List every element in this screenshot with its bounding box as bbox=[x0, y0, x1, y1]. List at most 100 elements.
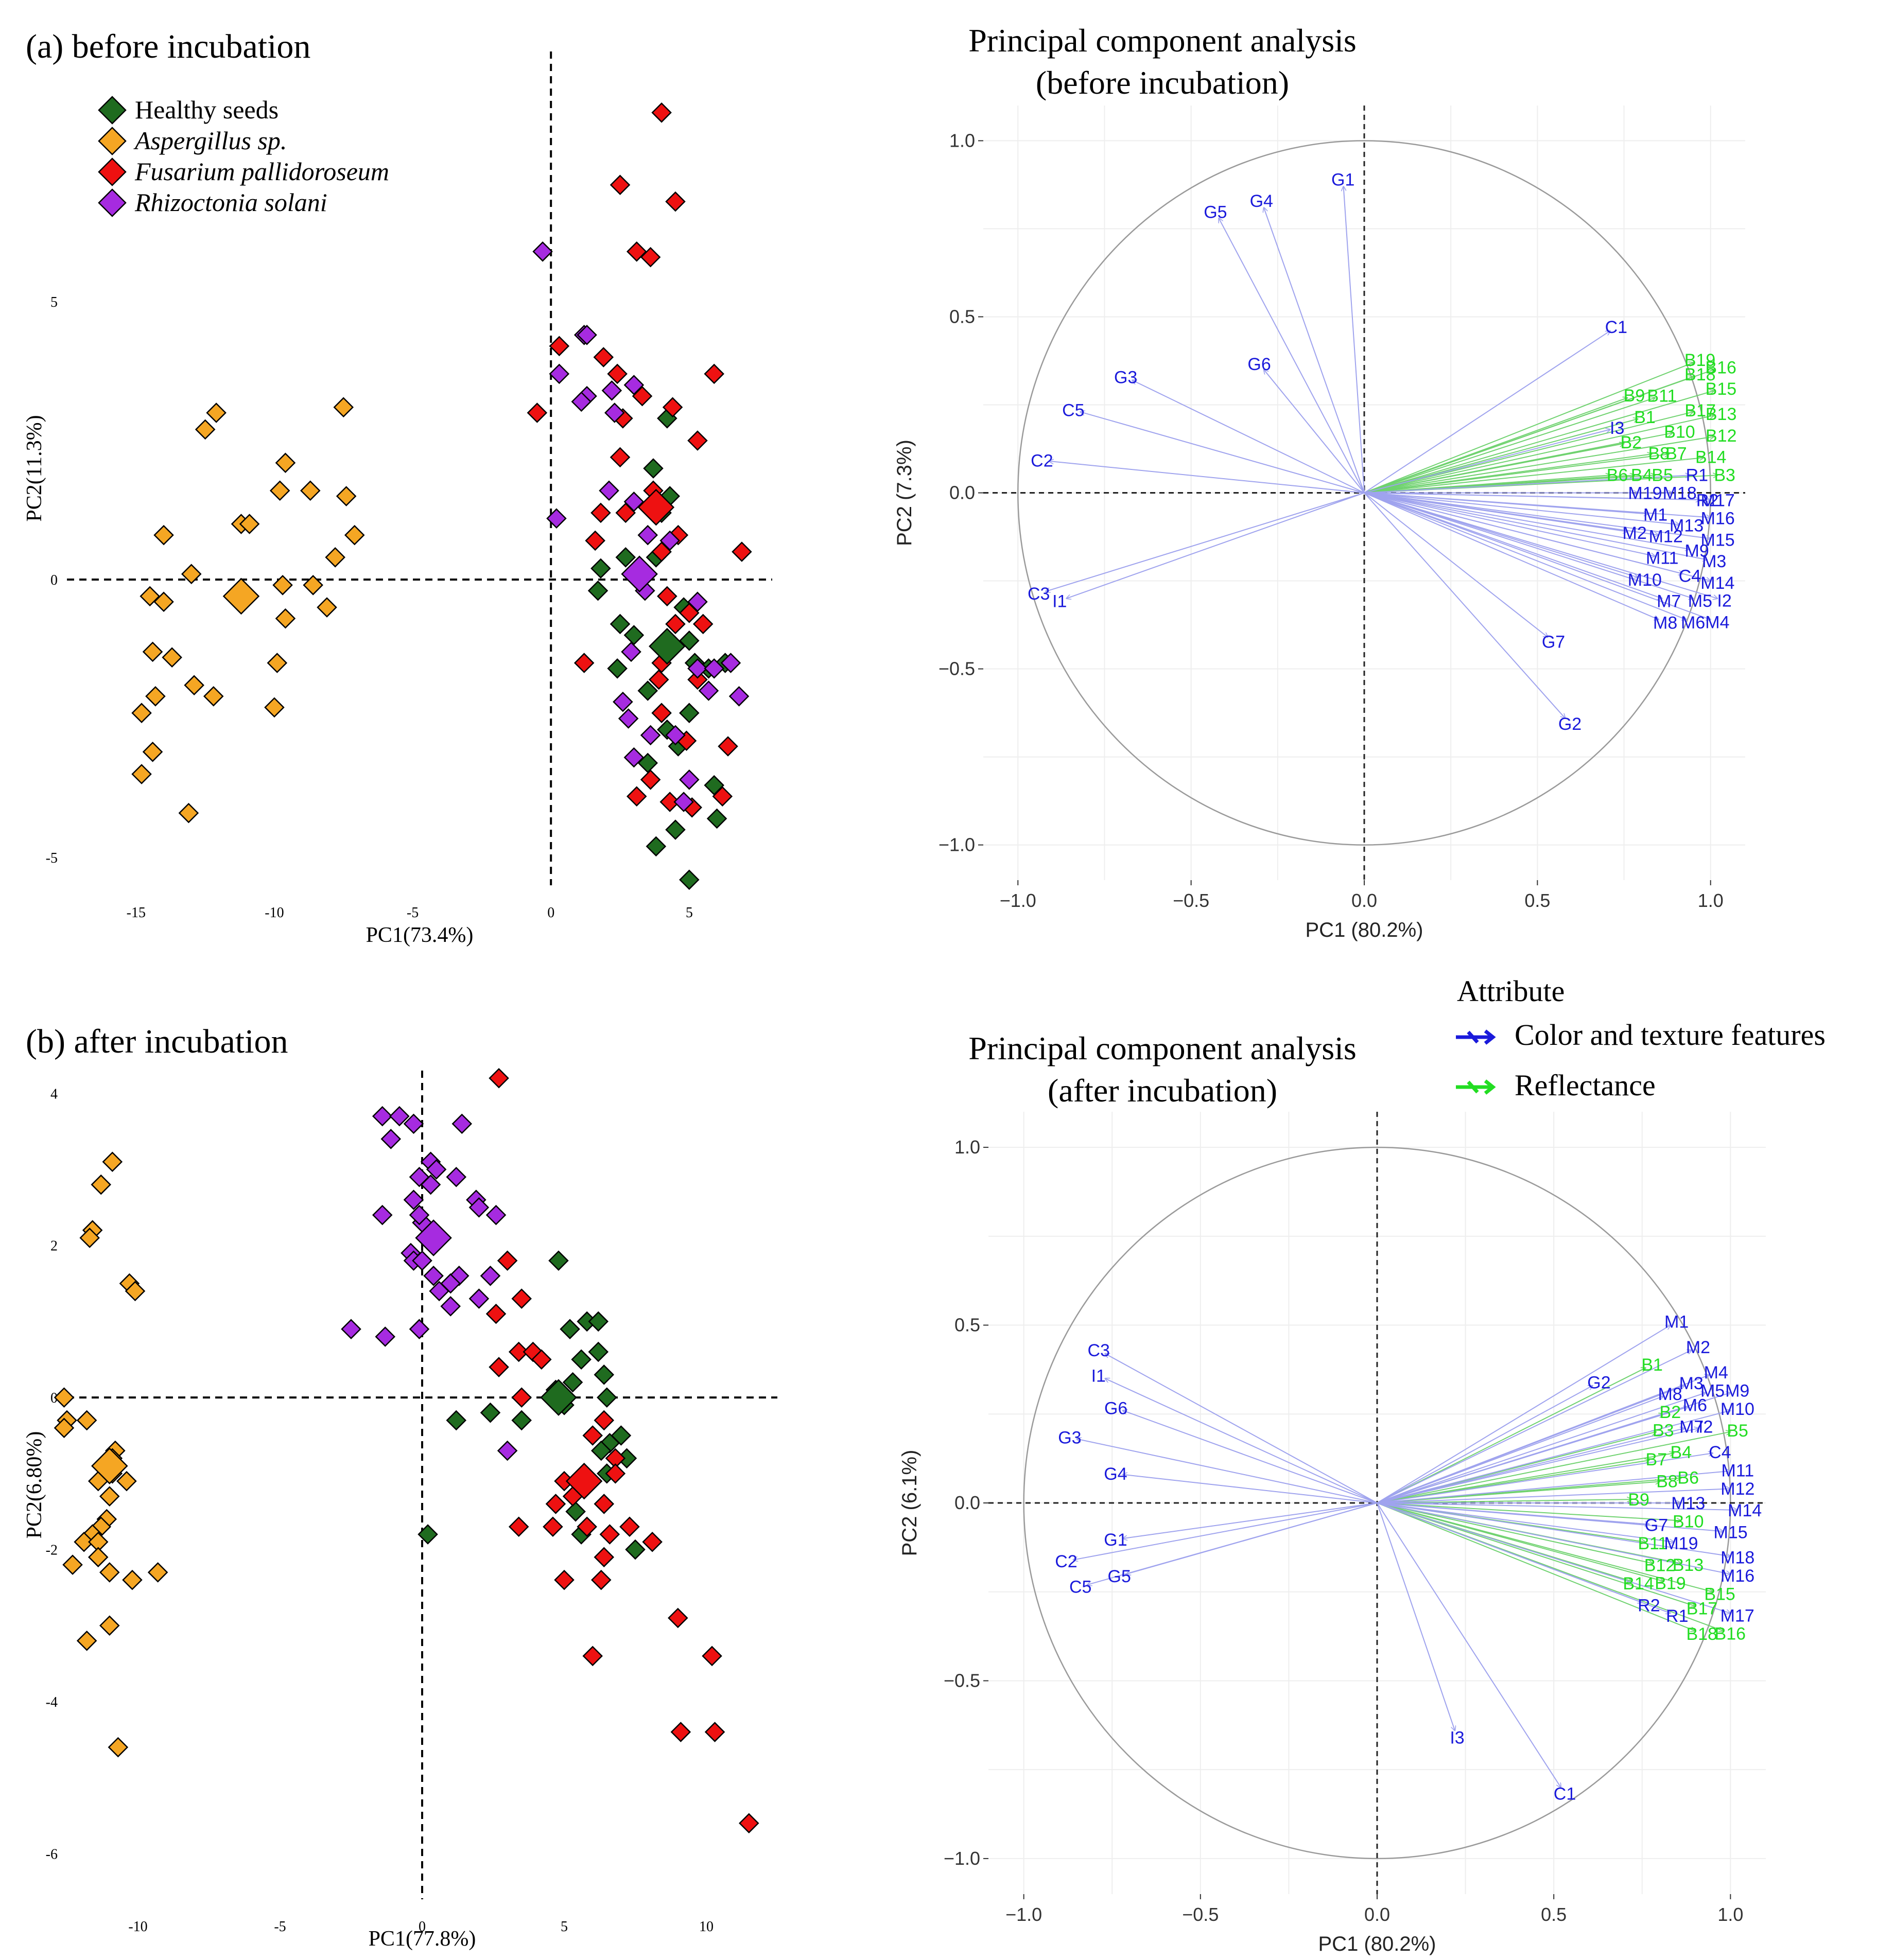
loading-label-b4: B4 bbox=[1671, 1443, 1692, 1462]
loading-label-m9: M9 bbox=[1725, 1381, 1749, 1401]
loading-label-i2: I2 bbox=[1717, 591, 1731, 611]
loading-label-g2: G2 bbox=[1558, 714, 1581, 734]
centroid-healthy bbox=[540, 1379, 577, 1416]
point-fusarium bbox=[594, 1547, 615, 1568]
point-fusarium bbox=[642, 1532, 663, 1552]
y-tick-label: 4 bbox=[50, 1086, 58, 1102]
arrow-icon-green bbox=[1456, 1079, 1496, 1095]
loading-vector-color-texture bbox=[1046, 492, 1365, 592]
point-aspergillus bbox=[203, 686, 224, 707]
point-aspergillus bbox=[88, 1547, 109, 1568]
point-healthy bbox=[588, 1341, 609, 1362]
loading-vector-reflectance bbox=[1377, 1502, 1695, 1606]
loading-label-m10: M10 bbox=[1720, 1399, 1754, 1419]
point-aspergillus bbox=[181, 564, 202, 584]
point-fusarium bbox=[599, 1524, 620, 1545]
loading-vector-color-texture bbox=[1364, 492, 1711, 581]
arrow-icon-blue bbox=[1456, 1029, 1496, 1045]
loading-vector-color-texture bbox=[1087, 1502, 1378, 1585]
point-rhizoctonia bbox=[446, 1167, 467, 1187]
loading-vector-color-texture bbox=[1105, 1354, 1378, 1503]
point-fusarium bbox=[594, 1410, 615, 1431]
point-rhizoctonia bbox=[409, 1204, 430, 1226]
loading-label-m13: M13 bbox=[1670, 516, 1704, 535]
point-fusarium bbox=[531, 1349, 552, 1370]
loading-label-r2: R2 bbox=[1696, 491, 1718, 510]
loading-label-g3: G3 bbox=[1058, 1428, 1081, 1448]
point-fusarium bbox=[593, 347, 614, 367]
legend-swatch-aspergillus bbox=[98, 127, 127, 155]
x-tick-label: −1.0 bbox=[1000, 890, 1036, 911]
loading-vector-color-texture bbox=[1377, 1489, 1730, 1503]
loading-label-b19: B19 bbox=[1684, 351, 1716, 370]
loading-label-b13: B13 bbox=[1673, 1555, 1704, 1575]
point-healthy bbox=[625, 1539, 646, 1560]
point-fusarium bbox=[704, 363, 724, 384]
score-before-points bbox=[131, 102, 752, 890]
point-fusarium bbox=[590, 1569, 612, 1590]
x-tick-label: 10 bbox=[699, 1919, 714, 1935]
loading-vector-color-texture bbox=[1364, 492, 1687, 620]
point-rhizoctonia bbox=[389, 1106, 410, 1127]
loading-label-m19: M19 bbox=[1628, 484, 1662, 503]
point-rhizoctonia bbox=[599, 480, 619, 501]
loading-vector-color-texture bbox=[1364, 492, 1711, 620]
loading-label-m5: M5 bbox=[1700, 1381, 1725, 1401]
loading-vector-color-texture bbox=[1264, 370, 1365, 494]
y-tick-label: −0.5 bbox=[938, 658, 975, 679]
point-healthy bbox=[571, 1349, 592, 1370]
loading-vector-color-texture bbox=[1364, 492, 1711, 539]
point-rhizoctonia bbox=[665, 725, 686, 746]
loading-label-g5: G5 bbox=[1204, 203, 1227, 222]
loading-label-b11: B11 bbox=[1647, 386, 1677, 406]
loading-label-b6: B6 bbox=[1677, 1468, 1699, 1487]
attribute-label-color-texture: Color and texture features bbox=[1515, 1018, 1826, 1052]
y-tick-label: 0.5 bbox=[949, 306, 975, 327]
loading-before-xlabel: PC1 (80.2%) bbox=[1306, 919, 1423, 941]
loading-vector-reflectance bbox=[1377, 1499, 1631, 1503]
loading-label-b12: B12 bbox=[1644, 1555, 1676, 1575]
centroid-healthy bbox=[649, 627, 686, 665]
loading-label-m15: M15 bbox=[1714, 1522, 1748, 1542]
legend-item-healthy: Healthy seeds bbox=[98, 95, 279, 125]
x-tick-label: 0 bbox=[547, 905, 554, 921]
loading-label-m8: M8 bbox=[1653, 613, 1677, 633]
loading-vector-color-texture bbox=[1377, 1502, 1455, 1730]
loading-vector-reflectance bbox=[1364, 391, 1714, 494]
legend-label-fusarium: Fusarium pallidoroseum bbox=[134, 157, 389, 186]
point-fusarium bbox=[527, 402, 548, 423]
loading-plot-before: Principal component analysis (before inc… bbox=[893, 22, 1745, 941]
loading-vector-color-texture bbox=[1377, 1393, 1706, 1503]
point-rhizoctonia bbox=[546, 508, 567, 529]
loading-vector-color-texture bbox=[1264, 207, 1365, 493]
loading-label-m12: M12 bbox=[1720, 1479, 1754, 1499]
y-tick-label: 2 bbox=[50, 1238, 58, 1254]
centroid-aspergillus bbox=[222, 577, 260, 615]
loading-vector-color-texture bbox=[1066, 492, 1365, 599]
loading-vector-color-texture bbox=[1377, 1410, 1730, 1503]
loading-label-r1: R1 bbox=[1686, 466, 1708, 485]
loading-label-m3: M3 bbox=[1679, 1374, 1704, 1393]
point-aspergillus bbox=[303, 575, 323, 596]
loading-vector-color-texture bbox=[1123, 1475, 1378, 1503]
loading-label-m4: M4 bbox=[1705, 613, 1729, 633]
centroid-rhizoctonia bbox=[415, 1219, 452, 1256]
point-fusarium bbox=[585, 530, 605, 551]
point-rhizoctonia bbox=[698, 680, 719, 701]
point-fusarium bbox=[670, 1722, 691, 1742]
series-rhizoctonia bbox=[532, 241, 750, 812]
point-healthy bbox=[646, 836, 667, 857]
loading-vector-color-texture bbox=[1364, 492, 1707, 560]
loading-label-c1: C1 bbox=[1554, 1784, 1576, 1804]
point-aspergillus bbox=[333, 397, 354, 417]
point-aspergillus bbox=[145, 686, 166, 707]
attribute-legend-title: Attribute bbox=[1457, 974, 1565, 1008]
point-fusarium bbox=[619, 1516, 640, 1537]
point-aspergillus bbox=[206, 402, 227, 423]
point-rhizoctonia bbox=[623, 375, 645, 395]
point-aspergillus bbox=[239, 514, 260, 534]
loading-label-i1: I1 bbox=[1091, 1366, 1106, 1386]
score-after-points bbox=[54, 1068, 759, 1834]
panel-label-a: (a) before incubation bbox=[26, 28, 310, 65]
point-fusarium bbox=[712, 786, 733, 807]
